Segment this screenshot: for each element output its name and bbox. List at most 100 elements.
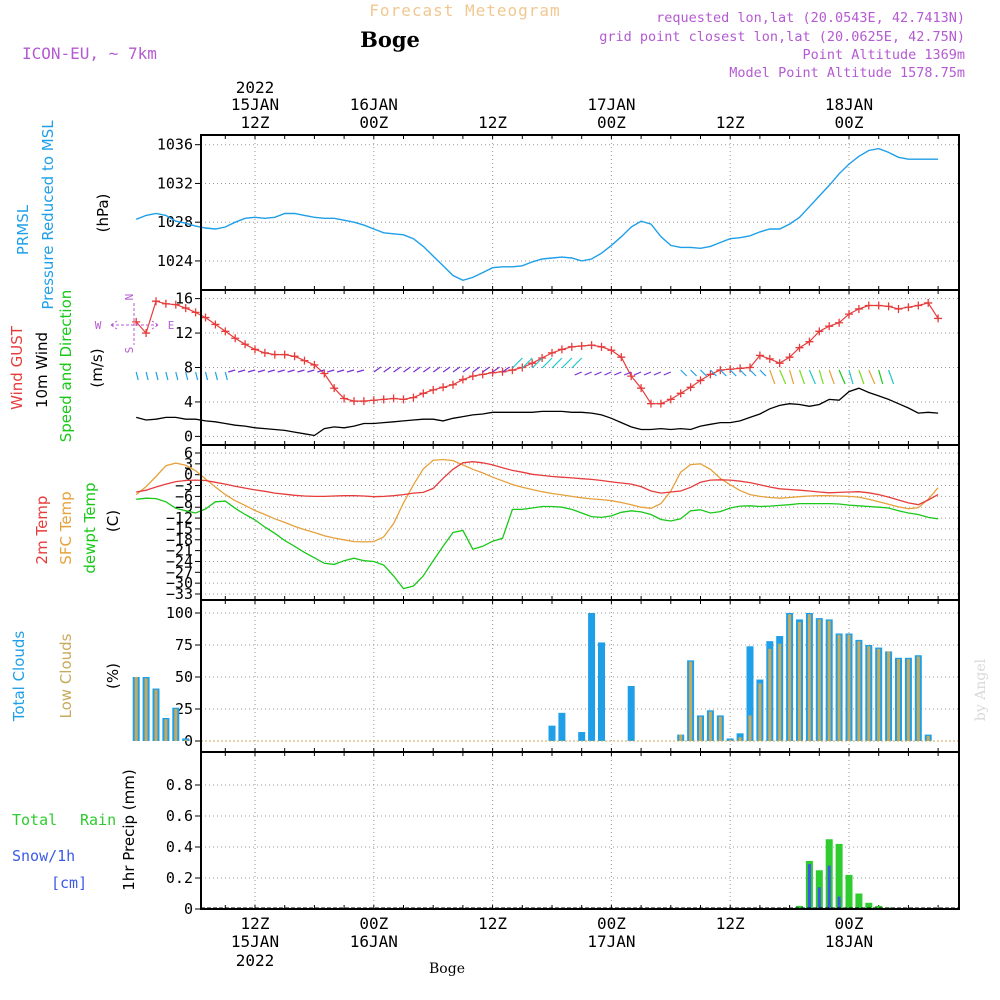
low-cloud-bar (164, 719, 168, 741)
wind-direction-arrow (297, 369, 305, 373)
wind-direction-arrow (482, 366, 491, 373)
low-cloud-bar (689, 661, 693, 741)
gust-marker (726, 365, 735, 374)
gust-marker (350, 397, 358, 406)
gust-marker (181, 304, 190, 313)
wind-direction-arrow (653, 371, 662, 376)
wind-direction-arrow (818, 369, 824, 385)
wind-ytick-label: 8 (184, 359, 193, 377)
wind-direction-arrow (571, 357, 583, 369)
gust-marker (765, 354, 774, 363)
wind-direction-arrow (584, 371, 592, 376)
wind-direction-arrow (868, 369, 876, 385)
wind-direction-arrow (574, 371, 582, 376)
gust-marker (191, 308, 200, 317)
gust-marker (260, 348, 269, 357)
gust-marker (914, 301, 923, 310)
temperature-ytick-label: 3 (184, 455, 193, 473)
total-cloud-bar (578, 732, 586, 741)
wind-direction-arrow (135, 371, 139, 381)
gust-marker (300, 356, 309, 365)
bottom-date-label: 17JAN (587, 932, 635, 951)
gust-marker (825, 322, 834, 331)
temperature-ytick-label: −27 (166, 563, 193, 581)
gust-marker (548, 348, 556, 357)
bottom-hour-label: 12Z (478, 914, 507, 933)
low-cloud-bar (708, 711, 712, 741)
gust-marker (884, 302, 893, 311)
wind-direction-arrow (155, 371, 159, 381)
gust-marker (330, 384, 339, 393)
wind-unit-label: (m/s) (88, 348, 106, 387)
gust-marker (894, 304, 903, 313)
wind-direction-arrow (808, 369, 816, 385)
wind-direction-arrow (511, 357, 523, 369)
gust-marker (835, 318, 844, 327)
wind-direction-arrow (541, 357, 553, 369)
wind-10m-line (136, 387, 939, 437)
total-clouds-axis-label: Total Clouds (10, 631, 28, 723)
gust-marker (755, 351, 764, 360)
temperature-ytick-label: −18 (166, 531, 193, 549)
wind-direction-arrow (838, 369, 846, 385)
gust-marker (439, 383, 448, 392)
gust-marker (369, 396, 378, 405)
snow-bar (837, 896, 841, 909)
snow-unit-label: [cm] (51, 874, 87, 892)
gust-marker (656, 399, 665, 408)
gust-marker (637, 384, 646, 393)
wind-direction-arrow (663, 371, 672, 376)
precip-ytick-label: 0.6 (166, 807, 193, 825)
gust-marker (557, 345, 566, 354)
low-cloud-bar (877, 648, 881, 741)
total-cloud-bar (598, 642, 605, 741)
wind-direction-arrow (452, 366, 461, 373)
wind-direction-arrow (749, 369, 757, 377)
temp-2m-line (136, 461, 939, 506)
gust-marker (706, 370, 715, 379)
low-cloud-bar (857, 641, 861, 741)
wind-direction-arrow (228, 369, 236, 373)
temperature-frame (200, 444, 960, 601)
gust-marker (429, 385, 438, 394)
wind-direction-arrow (472, 366, 481, 373)
wind-direction-arrow (888, 369, 895, 385)
low-cloud-bar (847, 634, 851, 741)
low-cloud-bar (184, 739, 188, 741)
wind-direction-arrow (531, 357, 543, 369)
gust-marker (904, 303, 913, 312)
gust-marker (161, 299, 170, 308)
prmsl-axis-label: PRMSL (14, 204, 32, 255)
bottom-date-label: 18JAN (825, 932, 873, 951)
gust-marker (310, 360, 319, 369)
gust-marker (854, 304, 863, 313)
rain-bar (835, 843, 843, 909)
wind-direction-arrow (492, 366, 500, 373)
wind-direction-arrow (769, 369, 776, 385)
clouds-ytick-label: 75 (175, 636, 193, 654)
gust-marker (647, 399, 655, 408)
top-date-label: 16JAN (350, 95, 398, 114)
rain-bar (865, 902, 873, 909)
top-date-label: 15JAN (231, 95, 279, 114)
pressure-ytick-label: 1028 (157, 213, 193, 231)
clouds-ytick-label: 100 (166, 604, 193, 622)
gust-marker (736, 364, 745, 373)
gust-marker (775, 359, 784, 368)
top-hour-label: 12Z (241, 113, 270, 132)
wind-direction-arrow (287, 369, 295, 373)
gust-marker (577, 341, 586, 350)
wind-direction-arrow (502, 366, 510, 373)
sfc-temp-axis-label: SFC Temp (57, 491, 75, 564)
wind-direction-arrow (759, 369, 767, 377)
total-cloud-bar (548, 725, 556, 741)
temperature-ytick-label: −6 (175, 487, 193, 505)
gust-marker (171, 300, 180, 309)
wind-direction-arrow (195, 371, 199, 381)
gust-marker (528, 359, 537, 368)
low-cloud-bar (807, 614, 811, 741)
wind-direction-arrow (442, 366, 451, 373)
gust-marker (142, 329, 151, 338)
wind-direction-arrow (561, 357, 573, 369)
wind-direction-arrow (185, 371, 189, 381)
